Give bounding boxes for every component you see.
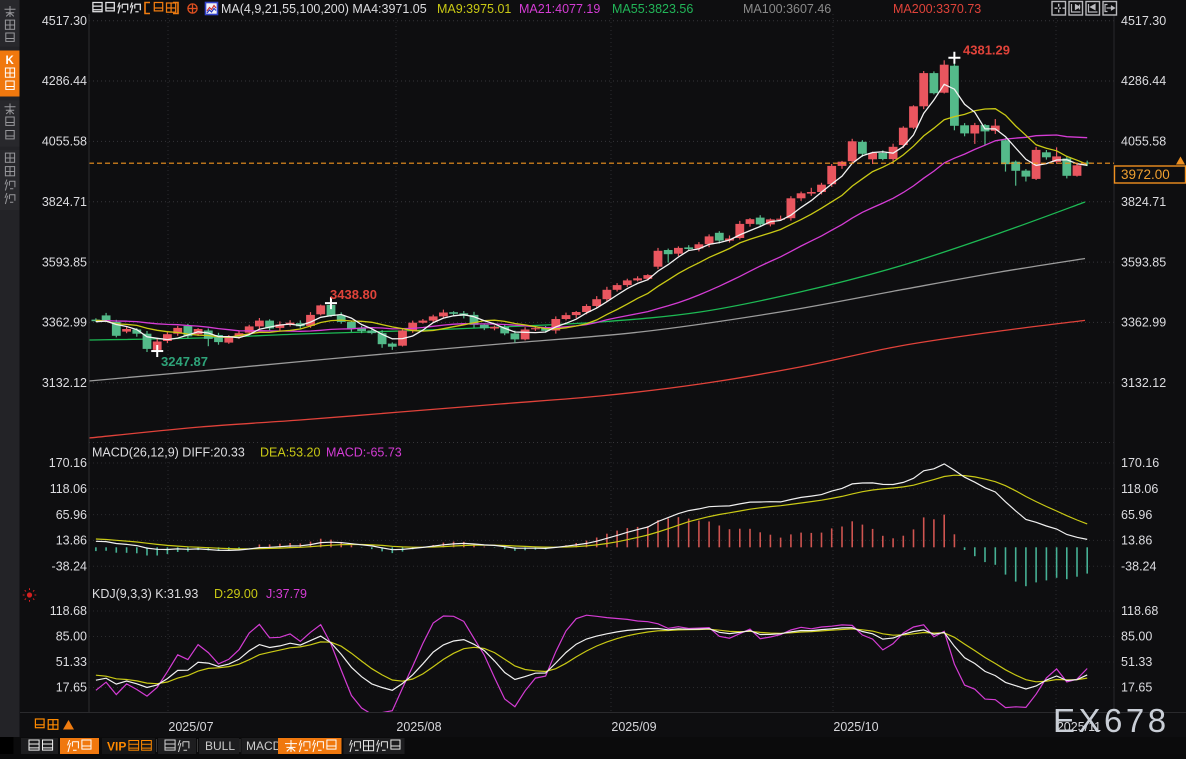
svg-text:17.65: 17.65	[1121, 681, 1152, 695]
svg-text:-38.24: -38.24	[52, 559, 87, 573]
svg-text:4381.29: 4381.29	[963, 43, 1010, 58]
svg-text:17.65: 17.65	[56, 681, 87, 695]
svg-text:13.86: 13.86	[56, 534, 87, 548]
svg-text:MA(4,9,21,55,100,200) MA4:397: MA(4,9,21,55,100,200) MA4:3971.05	[221, 2, 427, 16]
svg-text:-38.24: -38.24	[1121, 559, 1156, 573]
svg-text:118.06: 118.06	[1121, 482, 1158, 496]
svg-text:3132.12: 3132.12	[42, 376, 87, 390]
svg-text:MA200:3370.73: MA200:3370.73	[893, 2, 981, 16]
svg-text:3362.99: 3362.99	[42, 316, 87, 330]
svg-text:MACD:-65.73: MACD:-65.73	[326, 446, 402, 460]
svg-text:2025/10: 2025/10	[833, 720, 878, 734]
svg-text:3824.71: 3824.71	[1121, 195, 1166, 209]
svg-text:3824.71: 3824.71	[42, 195, 87, 209]
svg-text:13.86: 13.86	[1121, 534, 1152, 548]
svg-text:J:37.79: J:37.79	[266, 587, 307, 601]
svg-text:MACD(26,12,9) DIFF:20.33: MACD(26,12,9) DIFF:20.33	[92, 446, 245, 460]
svg-text:4286.44: 4286.44	[1121, 74, 1166, 88]
svg-text:118.06: 118.06	[50, 482, 87, 496]
svg-text:DEA:53.20: DEA:53.20	[260, 446, 321, 460]
svg-text:170.16: 170.16	[1121, 456, 1159, 470]
svg-text:MA55:3823.56: MA55:3823.56	[612, 2, 693, 16]
svg-text:BULL: BULL	[205, 739, 235, 753]
svg-text:EX678: EX678	[1053, 702, 1170, 739]
svg-text:4286.44: 4286.44	[42, 74, 87, 88]
svg-text:KDJ(9,3,3) K:31.93: KDJ(9,3,3) K:31.93	[92, 587, 198, 601]
svg-text:4055.58: 4055.58	[1121, 135, 1166, 149]
svg-text:118.68: 118.68	[1121, 604, 1158, 618]
svg-text:3593.85: 3593.85	[1121, 255, 1166, 269]
svg-text:MA9:3975.01: MA9:3975.01	[437, 2, 511, 16]
svg-text:2025/07: 2025/07	[168, 720, 213, 734]
svg-text:2025/09: 2025/09	[611, 720, 656, 734]
svg-text:MA100:3607.46: MA100:3607.46	[743, 2, 831, 16]
svg-text:2025/08: 2025/08	[396, 720, 441, 734]
svg-text:MA21:4077.19: MA21:4077.19	[519, 2, 600, 16]
svg-text:MACD: MACD	[246, 739, 282, 753]
svg-text:4517.30: 4517.30	[42, 14, 87, 28]
svg-text:3247.87: 3247.87	[161, 354, 208, 369]
svg-text:51.33: 51.33	[1121, 655, 1152, 669]
svg-text:3438.80: 3438.80	[330, 287, 377, 302]
svg-text:3362.99: 3362.99	[1121, 316, 1166, 330]
svg-text:VIP: VIP	[107, 740, 126, 754]
svg-text:3593.85: 3593.85	[42, 255, 87, 269]
svg-text:118.68: 118.68	[50, 604, 87, 618]
svg-text:3972.00: 3972.00	[1121, 167, 1170, 182]
svg-text:4517.30: 4517.30	[1121, 14, 1166, 28]
svg-text:65.96: 65.96	[56, 508, 87, 522]
svg-text:D:29.00: D:29.00	[214, 587, 258, 601]
svg-text:65.96: 65.96	[1121, 508, 1152, 522]
svg-text:51.33: 51.33	[56, 655, 87, 669]
svg-text:170.16: 170.16	[49, 456, 87, 470]
svg-text:K: K	[6, 55, 15, 67]
svg-text:4055.58: 4055.58	[42, 135, 87, 149]
svg-text:85.00: 85.00	[1121, 630, 1152, 644]
svg-text:2025/11: 2025/11	[1057, 720, 1101, 734]
svg-text:85.00: 85.00	[56, 630, 87, 644]
svg-text:3132.12: 3132.12	[1121, 376, 1166, 390]
